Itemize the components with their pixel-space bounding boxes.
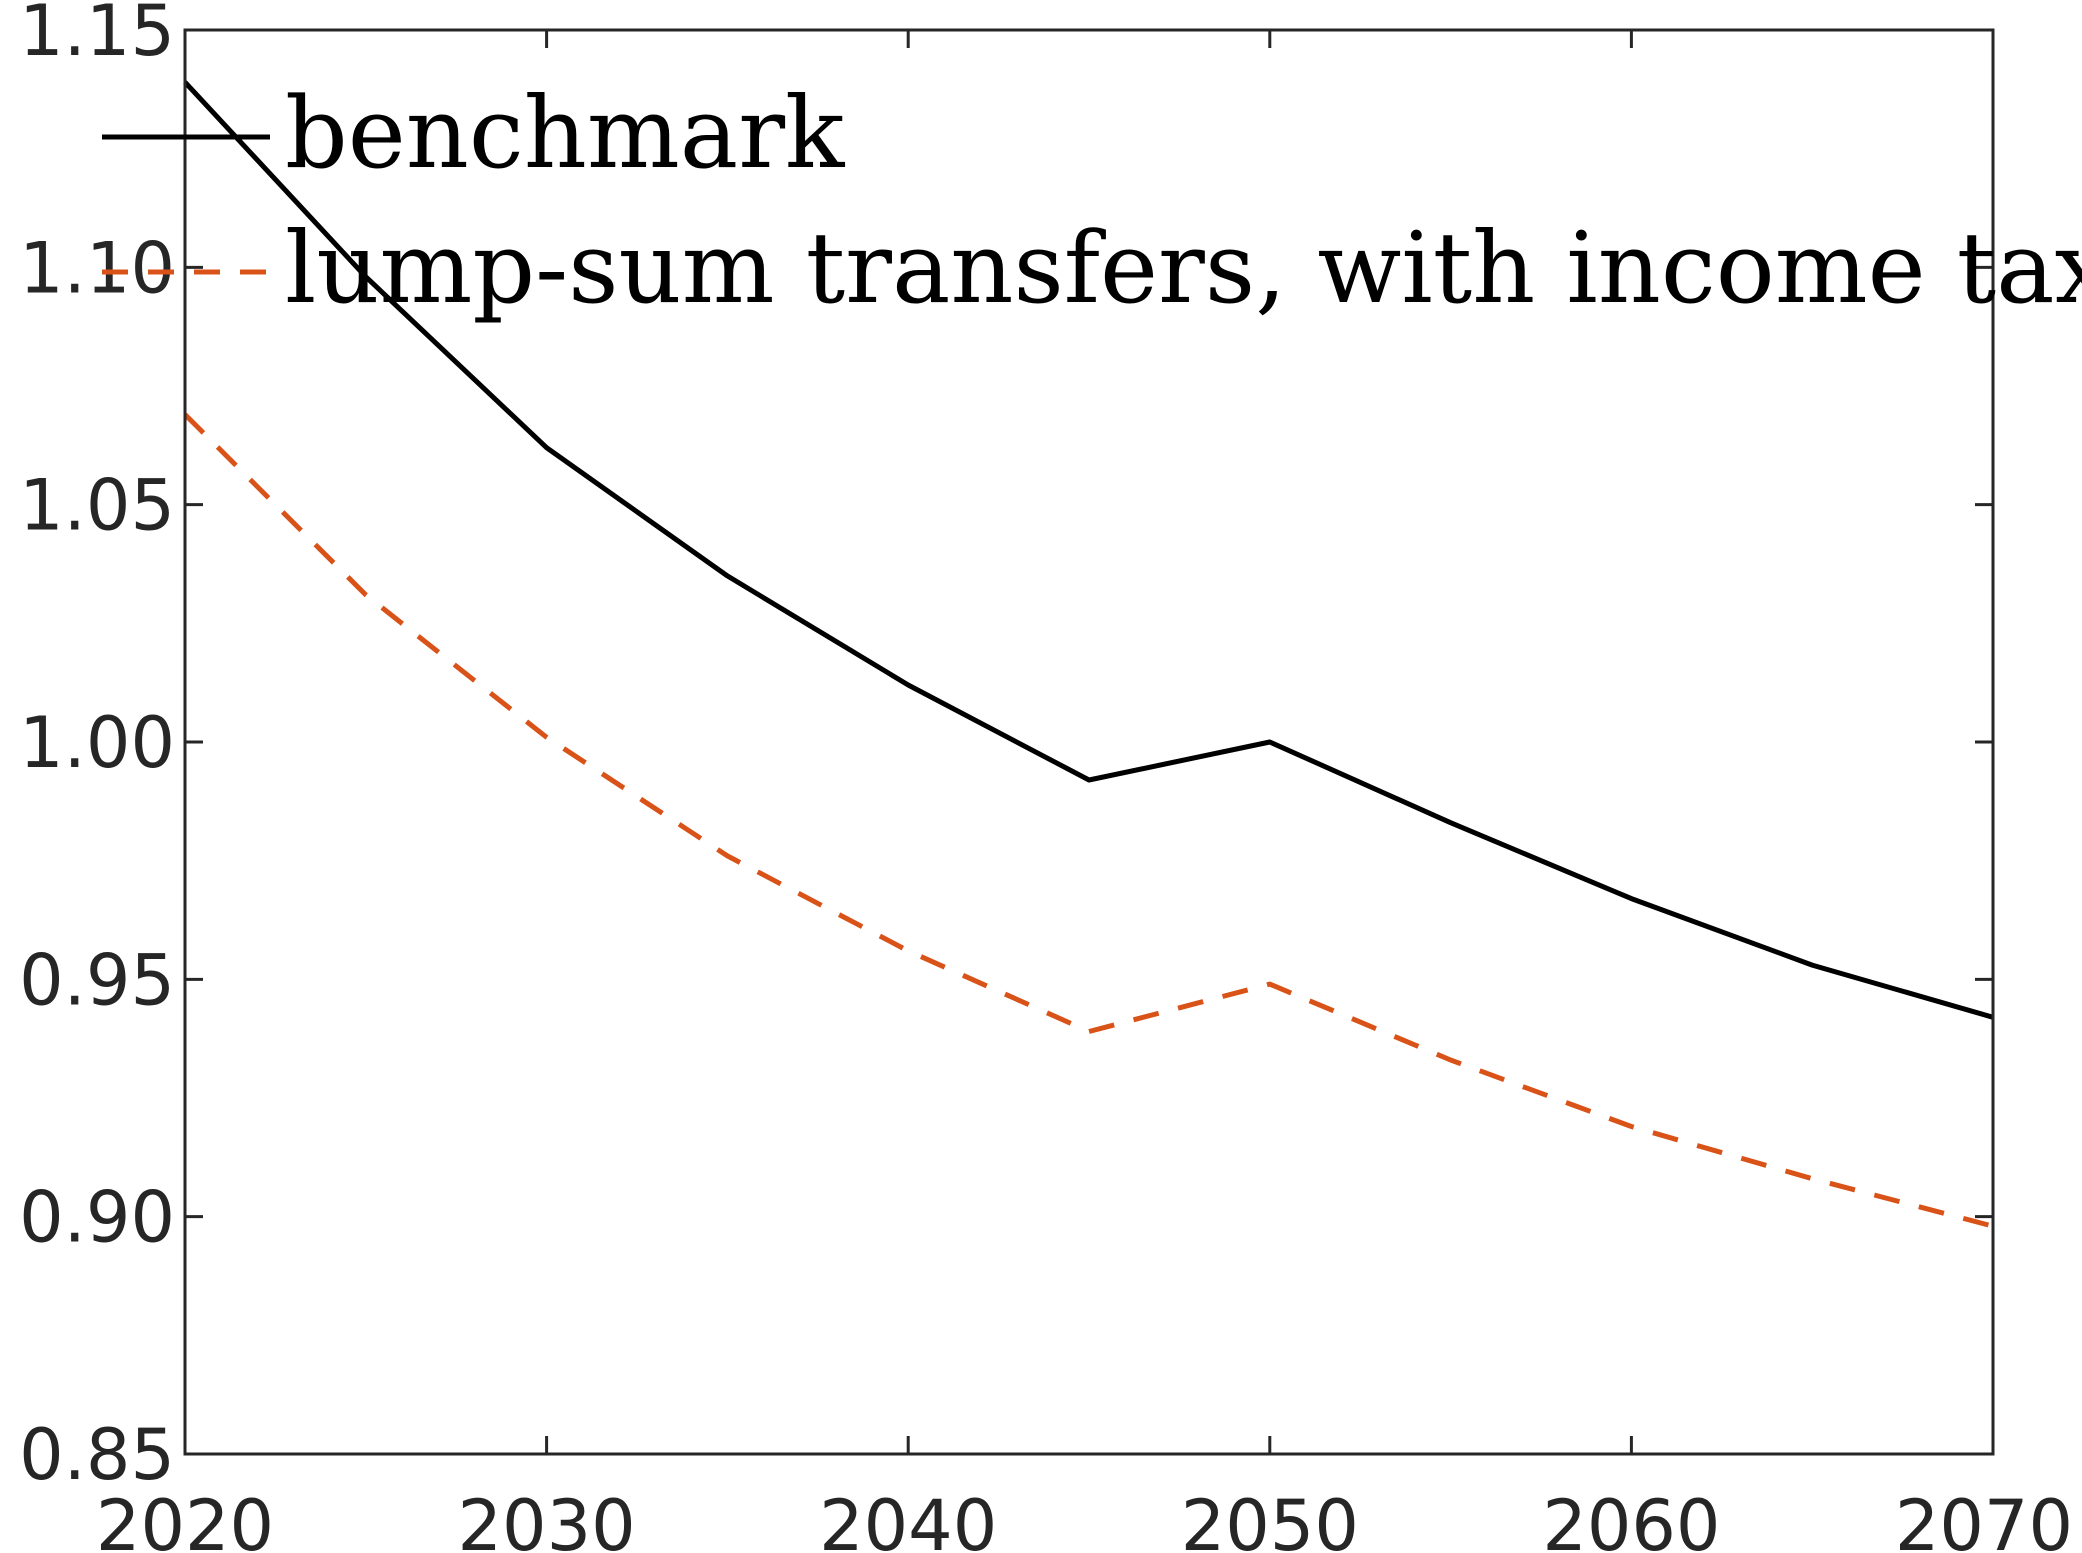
y-tick-label: 0.90	[19, 1177, 175, 1259]
x-tick-label: 2020	[96, 1485, 274, 1553]
y-tick-label: 1.10	[19, 227, 175, 309]
legend-label-0: benchmark	[285, 77, 846, 191]
y-axis-ticks: 0.85 0.90 0.95 1.00 1.05 1.10 1.15	[19, 0, 1993, 1496]
x-tick-label: 2050	[1181, 1485, 1359, 1553]
x-tick-label: 2060	[1542, 1485, 1720, 1553]
x-tick-label: 2070	[1895, 1485, 2073, 1553]
y-tick-label: 1.05	[19, 465, 175, 547]
x-tick-label: 2040	[819, 1485, 997, 1553]
plot-area-frame	[183, 28, 1995, 1456]
legend: benchmark lump-sum transfers, with income…	[102, 77, 2082, 326]
y-tick-label: 0.85	[19, 1414, 175, 1496]
series-line-0	[183, 80, 1994, 1020]
series-layer	[183, 80, 1994, 1229]
x-axis-ticks: 2020 2030 2040 2050 2060 2070	[96, 30, 2073, 1553]
y-tick-label: 1.15	[19, 0, 175, 72]
legend-label-1: lump-sum transfers, with income tax	[285, 212, 2082, 326]
x-tick-label: 2030	[458, 1485, 636, 1553]
y-tick-label: 1.00	[19, 702, 175, 784]
series-line-1	[183, 412, 1994, 1229]
y-tick-label: 0.95	[19, 939, 175, 1021]
